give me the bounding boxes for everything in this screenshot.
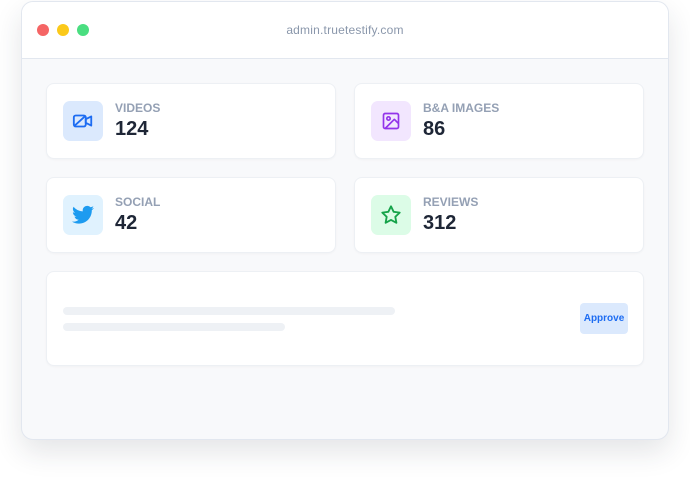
browser-window: admin.truetestify.com VIDEOS 124 B&A IMA… [21,1,669,440]
stat-value: 312 [423,212,457,234]
stat-value: 124 [115,118,149,140]
stat-card-social[interactable]: SOCIAL 42 [46,177,336,253]
minimize-dot[interactable] [57,24,69,36]
stat-value: 86 [423,118,446,140]
title-bar: admin.truetestify.com [22,2,668,59]
stat-card-reviews[interactable]: REVIEWS 312 [354,177,644,253]
close-dot[interactable] [37,24,49,36]
image-icon [371,101,411,141]
stat-label: SOCIAL [115,195,161,209]
video-icon [63,101,103,141]
stat-label: B&A IMAGES [423,101,500,115]
stat-card-videos[interactable]: VIDEOS 124 [46,83,336,159]
pending-item-card: Approve [46,271,644,366]
twitter-icon [63,195,103,235]
stat-value: 42 [115,212,138,234]
skeleton-line [63,323,285,331]
stat-label: VIDEOS [115,101,161,115]
maximize-dot[interactable] [77,24,89,36]
star-icon [371,195,411,235]
stat-card-images[interactable]: B&A IMAGES 86 [354,83,644,159]
stat-label: REVIEWS [423,195,479,209]
approve-button[interactable]: Approve [580,303,628,334]
url-text: admin.truetestify.com [286,23,404,37]
skeleton-line [63,307,395,315]
